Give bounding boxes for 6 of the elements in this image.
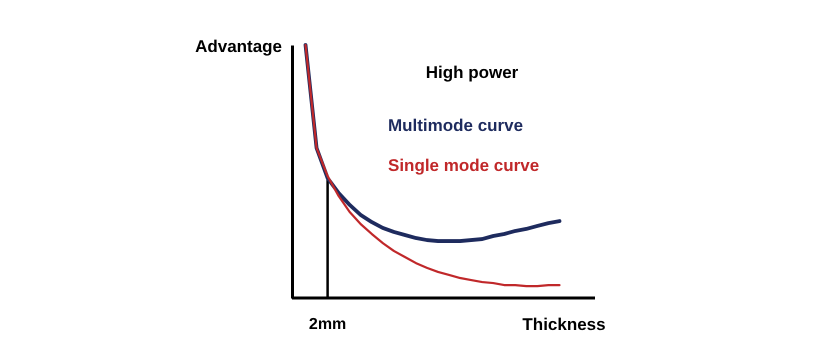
- annotation: High power: [426, 63, 519, 82]
- x-axis-title: Thickness: [522, 315, 606, 334]
- annotation: 2mm: [308, 316, 346, 333]
- text: Multimode curve: [388, 116, 524, 135]
- text: Single mode curve: [388, 156, 540, 175]
- y-axis-title: Advantage: [195, 37, 282, 56]
